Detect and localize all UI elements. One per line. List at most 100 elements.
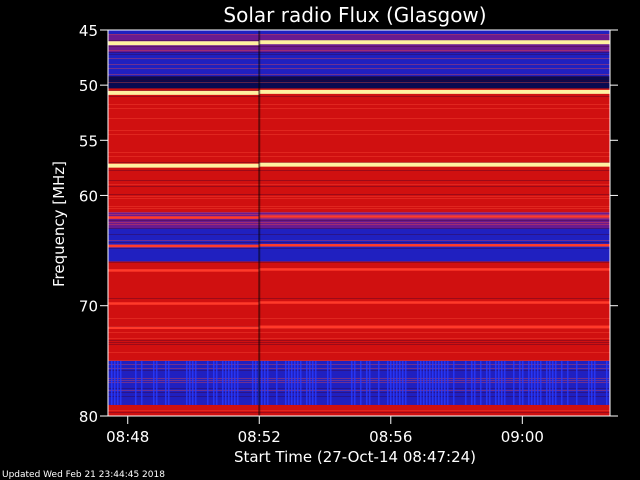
emission-line bbox=[259, 215, 610, 218]
noise-stripe bbox=[108, 360, 610, 361]
x-tick-label: 09:00 bbox=[501, 428, 544, 446]
noise-stripe bbox=[108, 318, 610, 319]
noise-speckle bbox=[207, 360, 209, 405]
noise-stripe bbox=[108, 118, 610, 119]
noise-stripe bbox=[108, 186, 610, 187]
chart-title: Solar radio Flux (Glasgow) bbox=[223, 3, 486, 27]
emission-line bbox=[108, 269, 260, 272]
noise-stripe bbox=[108, 340, 610, 341]
noise-stripe bbox=[108, 170, 610, 171]
noise-speckle bbox=[261, 360, 263, 405]
noise-speckle bbox=[291, 360, 293, 405]
noise-speckle bbox=[222, 360, 224, 405]
noise-speckle bbox=[231, 360, 233, 405]
frequency-band bbox=[108, 88, 610, 212]
noise-stripe bbox=[108, 130, 610, 131]
noise-stripe bbox=[108, 184, 610, 185]
noise-stripe bbox=[108, 80, 610, 81]
noise-speckle bbox=[135, 360, 137, 405]
noise-stripe bbox=[108, 52, 610, 53]
noise-speckle bbox=[465, 360, 467, 405]
noise-speckle bbox=[534, 360, 536, 405]
emission-line bbox=[108, 216, 260, 219]
noise-speckle bbox=[435, 360, 437, 405]
noise-speckle bbox=[117, 360, 119, 405]
noise-speckle bbox=[588, 360, 590, 405]
noise-speckle bbox=[399, 360, 401, 405]
noise-stripe bbox=[108, 262, 610, 263]
emission-line bbox=[108, 163, 260, 168]
emission-line bbox=[259, 40, 610, 45]
noise-speckle bbox=[498, 360, 500, 405]
emission-line bbox=[259, 301, 610, 304]
time-discontinuity bbox=[258, 30, 261, 416]
noise-speckle bbox=[432, 360, 434, 405]
noise-speckle bbox=[276, 360, 278, 405]
frequency-band bbox=[108, 360, 610, 405]
noise-speckle bbox=[504, 360, 506, 405]
x-tick-label: 08:48 bbox=[106, 428, 149, 446]
noise-stripe bbox=[108, 208, 610, 209]
noise-stripe bbox=[108, 156, 610, 157]
noise-stripe bbox=[108, 392, 610, 393]
noise-stripe bbox=[108, 34, 610, 35]
y-tick-label: 55 bbox=[79, 132, 98, 150]
noise-stripe bbox=[108, 396, 610, 397]
emission-line bbox=[259, 162, 610, 167]
noise-stripe bbox=[108, 152, 610, 153]
noise-speckle bbox=[165, 360, 167, 405]
noise-speckle bbox=[480, 360, 482, 405]
noise-speckle bbox=[426, 360, 428, 405]
noise-speckle bbox=[228, 360, 230, 405]
noise-speckle bbox=[330, 360, 332, 405]
noise-speckle bbox=[531, 360, 533, 405]
updated-timestamp: Updated Wed Feb 21 23:44:45 2018 bbox=[2, 470, 165, 480]
noise-stripe bbox=[108, 410, 610, 411]
noise-speckle bbox=[444, 360, 446, 405]
noise-stripe bbox=[108, 370, 610, 371]
noise-speckle bbox=[393, 360, 395, 405]
noise-stripe bbox=[108, 218, 610, 219]
emission-line bbox=[108, 302, 260, 305]
emission-line bbox=[259, 268, 610, 271]
noise-stripe bbox=[108, 54, 610, 55]
noise-speckle bbox=[576, 360, 578, 405]
noise-speckle bbox=[513, 360, 515, 405]
noise-speckle bbox=[528, 360, 530, 405]
noise-speckle bbox=[390, 360, 392, 405]
noise-stripe bbox=[108, 194, 610, 195]
x-tick-label: 08:56 bbox=[369, 428, 412, 446]
noise-speckle bbox=[306, 360, 308, 405]
noise-stripe bbox=[108, 82, 610, 83]
noise-speckle bbox=[555, 360, 557, 405]
noise-stripe bbox=[108, 240, 610, 241]
noise-speckle bbox=[522, 360, 524, 405]
noise-speckle bbox=[120, 360, 122, 405]
noise-speckle bbox=[351, 360, 353, 405]
noise-speckle bbox=[312, 360, 314, 405]
frequency-band bbox=[108, 52, 610, 77]
noise-speckle bbox=[606, 360, 608, 405]
noise-speckle bbox=[471, 360, 473, 405]
noise-stripe bbox=[108, 108, 610, 109]
noise-stripe bbox=[108, 134, 610, 135]
noise-speckle bbox=[225, 360, 227, 405]
noise-stripe bbox=[108, 96, 610, 97]
noise-speckle bbox=[237, 360, 239, 405]
noise-stripe bbox=[108, 46, 610, 47]
noise-speckle bbox=[213, 360, 215, 405]
noise-speckle bbox=[189, 360, 191, 405]
emission-line bbox=[108, 90, 260, 95]
emission-line bbox=[259, 243, 610, 247]
noise-speckle bbox=[168, 360, 170, 405]
noise-stripe bbox=[108, 246, 610, 247]
y-tick-label: 70 bbox=[79, 298, 98, 316]
noise-stripe bbox=[108, 412, 610, 413]
noise-speckle bbox=[378, 360, 380, 405]
noise-stripe bbox=[108, 212, 610, 213]
noise-speckle bbox=[195, 360, 197, 405]
noise-stripe bbox=[108, 364, 610, 365]
noise-speckle bbox=[546, 360, 548, 405]
noise-stripe bbox=[108, 162, 610, 163]
x-axis-label: Start Time (27-Oct-14 08:47:24) bbox=[234, 448, 476, 466]
